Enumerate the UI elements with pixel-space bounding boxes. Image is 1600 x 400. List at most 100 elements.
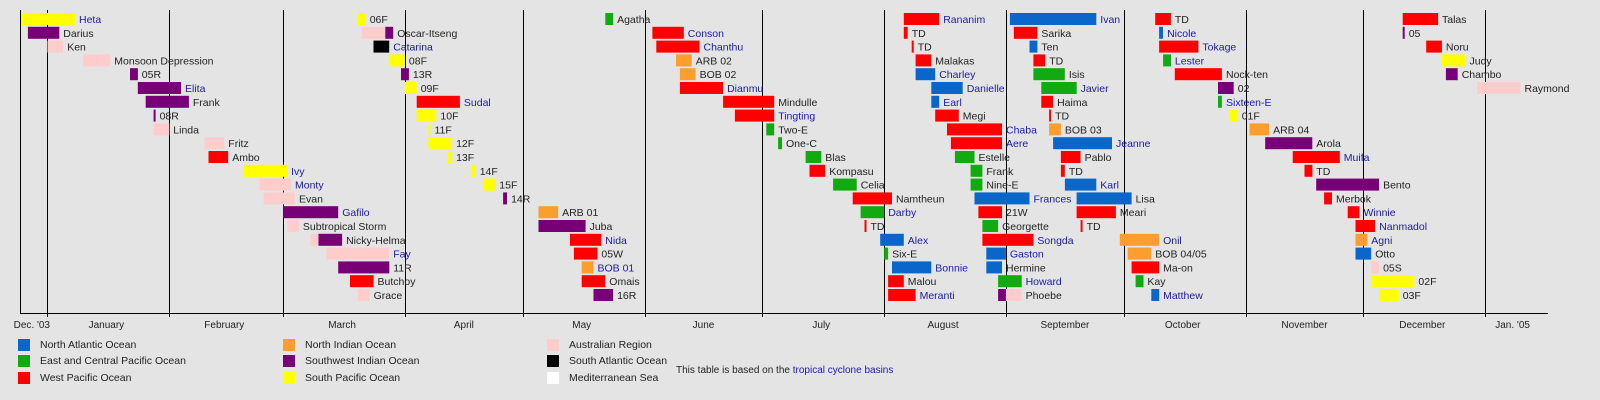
storm-label[interactable]: Nanmadol [1379,221,1427,233]
storm-bob-03: BOB 03 [1049,123,1102,136]
storm-label[interactable]: Agni [1371,235,1392,247]
storm-meari: Meari [1076,206,1146,219]
storm-label: BOB 03 [1065,124,1102,136]
storm-bar [416,95,460,108]
storm-label[interactable]: Tokage [1202,42,1236,54]
storm-label[interactable]: Lester [1175,55,1205,67]
storm-label[interactable]: Alex [908,235,929,247]
storm-label[interactable]: Gaston [1010,249,1044,261]
storm-label[interactable]: Catarina [393,42,433,54]
storm-label[interactable]: Aere [1006,138,1028,150]
storm-label: Georgette [1002,221,1049,233]
storm-label[interactable]: Elita [185,83,206,95]
storm-bar [130,68,138,81]
legend-swatch [547,372,559,384]
storm-label[interactable]: Charley [939,69,976,81]
storm-05w: 05W [573,247,623,261]
storm-label[interactable]: Dianmu [727,83,763,95]
storm-label[interactable]: Songda [1037,235,1073,247]
storm-bar [982,220,999,232]
tropical-cyclone-basins-link[interactable]: tropical cyclone basins [792,365,894,376]
storm-label: Otto [1375,249,1395,261]
storm-bar [978,206,1002,219]
storm-subtropical-storm: Subtropical Storm [287,220,387,233]
storm-bar [1029,40,1038,53]
storm-label[interactable]: Muifa [1344,152,1370,164]
storm-td: TD [1060,164,1083,178]
storm-label[interactable]: Darby [888,207,917,219]
storm-bar [734,109,775,122]
storm-bar [326,247,390,260]
storm-bar [605,13,614,25]
storm-label[interactable]: Conson [688,28,724,40]
storm-label[interactable]: Chaba [1006,124,1037,136]
legend-label: Southwest Indian Ocean [305,355,420,367]
storm-label[interactable]: Jeanne [1116,138,1151,150]
storm-label[interactable]: Heta [79,14,101,26]
storm-bar [1005,289,1022,301]
storm-label[interactable]: Ivy [291,166,305,178]
storm-bar [1076,206,1116,219]
storm-bar [259,178,291,191]
storm-kay: Kay [1135,275,1166,288]
storm-mindulle: Mindulle [723,95,817,109]
storm-bar [652,26,684,39]
storm-label[interactable]: Rananim [943,14,985,26]
storm-bar [1049,109,1052,122]
storm-label: ARB 04 [1273,124,1309,136]
storm-bar [852,192,892,205]
storm-howard: Howard [998,275,1062,288]
storm-label[interactable]: Bonnie [935,262,968,274]
storm-label[interactable]: Matthew [1163,290,1203,302]
storm-label: Frank [193,97,221,109]
storm-darby: Darby [860,206,917,219]
storm-gaston: Gaston [986,247,1044,261]
axis-tick-label: Dec. '03 [14,320,51,331]
storm-label[interactable]: Winnie [1364,207,1396,219]
storm-noru: Noru [1426,40,1469,54]
storm-label[interactable]: BOB 01 [598,262,635,274]
storm-label: Ten [1041,42,1058,54]
storm-label: 08R [160,111,180,123]
axis-tick-label: February [204,320,244,331]
storm-label[interactable]: Karl [1100,180,1119,192]
storm-nida: Nida [569,233,627,247]
storm-label[interactable]: Tingting [778,111,815,123]
storm-label[interactable]: Nida [605,235,627,247]
storm-label[interactable]: Danielle [967,83,1005,95]
storm-bar [208,151,229,163]
storm-label: TD [912,28,926,40]
storm-label[interactable]: Sudal [464,97,491,109]
storm-label[interactable]: Earl [943,97,962,109]
storm-bar [1119,233,1160,246]
storm-label: 14R [511,193,531,205]
storm-15f: 15F [483,178,517,192]
storm-megi: Megi [935,109,986,123]
storm-label: 01F [1242,111,1260,123]
storm-label[interactable]: Onil [1163,235,1182,247]
storm-label[interactable]: Gafilo [342,207,370,219]
legend-item-mediterranean: Mediterranean Sea [547,371,658,385]
storm-label[interactable]: Ivan [1100,14,1120,26]
storm-label[interactable]: Frances [1034,193,1072,205]
storm-label: TD [1049,55,1063,67]
storm-label: 09F [421,83,439,95]
legend-swatch [283,355,295,367]
storm-label[interactable]: Sixteen-E [1226,97,1272,109]
storm-bar [27,26,60,39]
storm-fritz: Fritz [204,137,249,150]
storm-label[interactable]: Chanthu [704,42,744,54]
storm-label[interactable]: Javier [1081,83,1110,95]
storm-label[interactable]: Howard [1026,276,1062,288]
storm-label[interactable]: Meranti [920,290,955,302]
storm-label: Nine-E [986,180,1018,192]
storm-label[interactable]: Nicole [1167,28,1196,40]
storm-label: 03F [1403,290,1421,302]
storm-label[interactable]: Fay [393,249,411,261]
storm-nicky-helma: Nicky-Helma [310,233,406,247]
storm-11f: 11F [428,123,452,136]
storm-label: One-C [786,138,817,150]
storm-sixteen-e: Sixteen-E [1218,95,1272,109]
storm-label[interactable]: Monty [295,180,324,192]
storm-bar [1159,26,1163,39]
